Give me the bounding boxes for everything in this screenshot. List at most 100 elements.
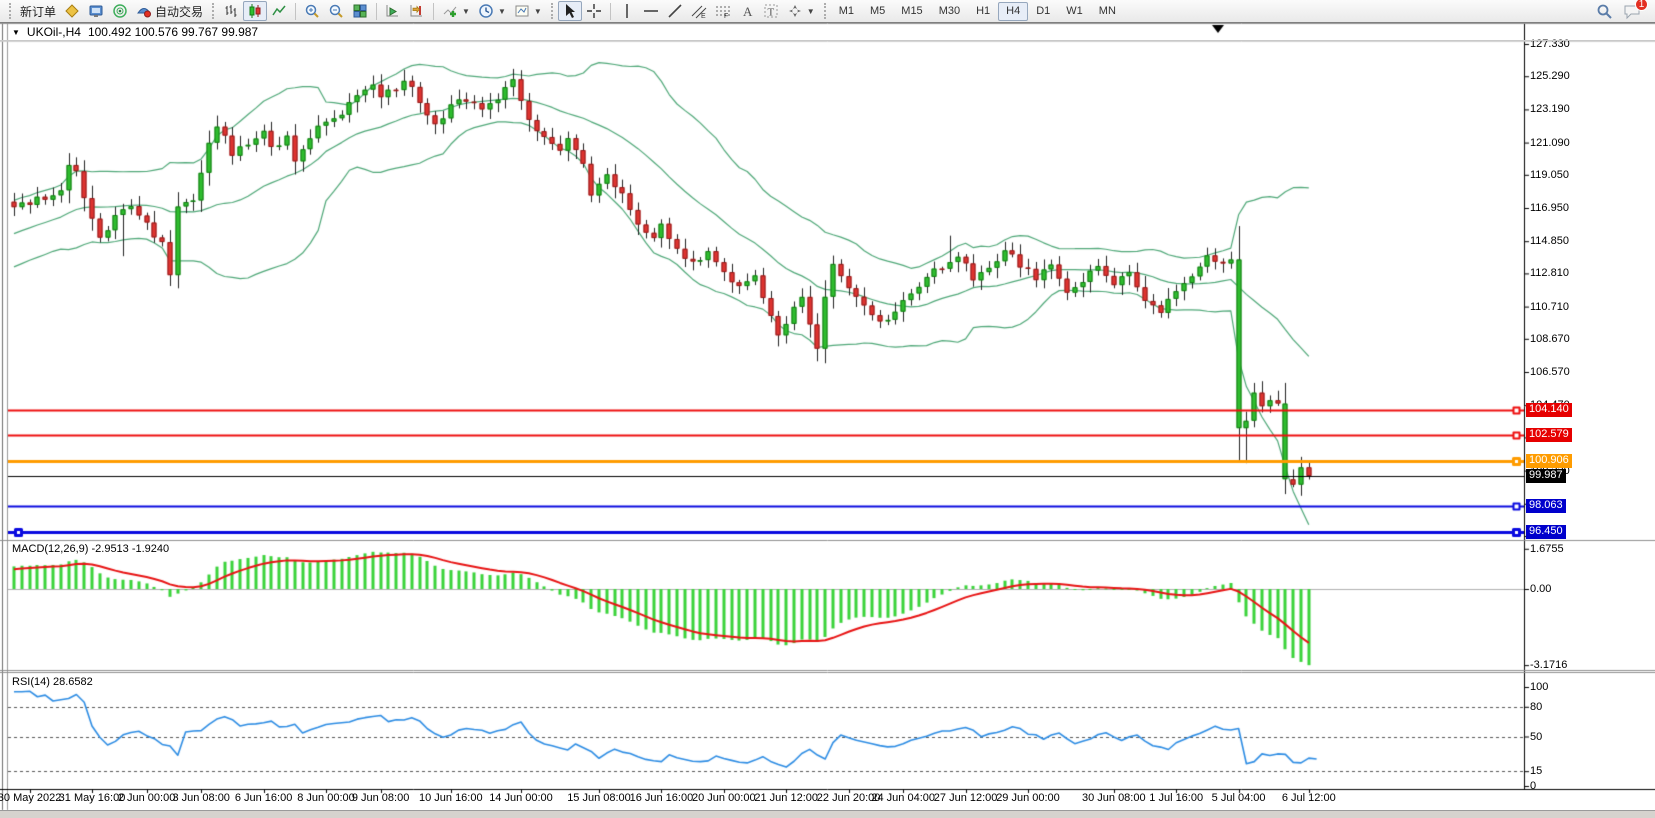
time-axis-label: 15 Jun 08:00 [567, 792, 631, 804]
macd-tick-label: 1.6755 [1530, 542, 1564, 555]
tile-windows-button[interactable] [348, 1, 372, 21]
diamond-icon [64, 3, 80, 19]
time-axis-label: 22 Jun 20:00 [816, 792, 881, 804]
periods-button[interactable]: ▼ [474, 1, 510, 21]
svg-text:T: T [767, 7, 774, 19]
bar-chart-icon [223, 3, 239, 19]
timeframe-button-w1[interactable]: W1 [1066, 5, 1083, 17]
timeframe-button-d1[interactable]: D1 [1036, 5, 1051, 17]
macd-tick-label: 0.00 [1530, 583, 1552, 595]
indicators-button[interactable]: ▼ [438, 1, 474, 21]
time-axis-label: 21 Jun 12:00 [754, 792, 818, 804]
price-tick-label: 121.090 [1530, 136, 1570, 149]
ohlc-readout: 100.492 100.576 99.767 99.987 [87, 25, 259, 39]
zoom-out-button[interactable] [324, 1, 348, 21]
price-tick-label: 106.570 [1530, 366, 1570, 378]
text-button[interactable]: A [735, 1, 759, 21]
time-axis-label: 16 Jun 16:00 [629, 792, 694, 804]
toolbar-grip[interactable] [823, 3, 826, 19]
horizontal-line-button[interactable] [639, 1, 663, 21]
svg-text:E: E [701, 13, 706, 19]
price-line-badge[interactable]: 104.140 [1526, 403, 1572, 418]
timeframe-button-h4[interactable]: H4 [998, 1, 1029, 21]
rsi-tick-label: 100 [1530, 681, 1549, 693]
zoom-in-button[interactable] [300, 1, 324, 21]
toolbar-separator [609, 2, 611, 20]
fibonacci-button[interactable]: F [711, 1, 735, 21]
chevron-down-icon: ▼ [806, 6, 815, 16]
notification-badge: 1 [1635, 0, 1648, 11]
toolbar-right: 1 [1596, 0, 1651, 20]
bar-chart-button[interactable] [219, 1, 243, 21]
signals-button[interactable] [108, 1, 132, 21]
toolbar-grip[interactable] [9, 3, 11, 19]
crosshair-button[interactable] [582, 1, 606, 21]
channel-icon: E [691, 3, 707, 19]
price-line-badge[interactable]: 96.450 [1526, 524, 1566, 539]
text-label-button[interactable]: T [759, 1, 783, 21]
templates-button[interactable]: ▼ [510, 1, 546, 21]
chart-shift-button[interactable] [405, 1, 429, 21]
price-tick-label: 123.190 [1530, 103, 1570, 116]
autotrading-icon [136, 3, 152, 19]
price-line-badge[interactable]: 98.063 [1526, 499, 1566, 514]
time-axis-label: 3 Jun 08:00 [172, 792, 230, 804]
line-chart-button[interactable] [267, 1, 291, 21]
toolbar-grip[interactable] [550, 3, 553, 19]
zoom-out-icon [328, 3, 344, 19]
trendline-button[interactable] [663, 1, 687, 21]
cursor-button[interactable] [557, 1, 582, 21]
timeframe-button-m1[interactable]: M1 [838, 5, 854, 17]
timeframe-button-m30[interactable]: M30 [938, 5, 961, 17]
autotrading-button[interactable]: 自动交易 [132, 1, 207, 21]
chevron-down-icon[interactable]: ▼ [12, 27, 20, 37]
toolbar-separator [433, 2, 435, 20]
zoom-in-icon [304, 3, 320, 19]
toolbar-grip[interactable] [212, 3, 215, 19]
line-chart-icon [271, 3, 287, 19]
horizontal-line-icon [643, 3, 659, 19]
timeframe-button-h1[interactable]: H1 [976, 5, 991, 17]
price-line-badge[interactable]: 100.906 [1526, 454, 1572, 469]
search-icon[interactable] [1596, 3, 1613, 20]
autotrading-label: 自动交易 [155, 4, 204, 19]
toolbar-separator [376, 2, 378, 20]
chevron-down-icon: ▼ [497, 6, 506, 16]
chat-icon[interactable]: 1 [1623, 0, 1648, 20]
new-order-button[interactable]: 新订单 [16, 1, 60, 21]
auto-scroll-button[interactable] [381, 1, 405, 21]
monitor-icon [88, 3, 104, 19]
price-line-badge[interactable]: 102.579 [1526, 428, 1572, 443]
templates-icon [514, 3, 530, 19]
time-axis-label: 10 Jun 16:00 [418, 792, 483, 804]
time-axis-label: 24 Jun 04:00 [871, 792, 935, 804]
vertical-line-button[interactable] [615, 1, 639, 21]
macd-values: -2.9513 -1.9240 [91, 543, 170, 555]
rsi-label: RSI(14) [12, 676, 50, 688]
timeframe-button-mn[interactable]: MN [1098, 5, 1116, 17]
time-axis-label: 6 Jun 16:00 [234, 792, 293, 804]
periods-icon [478, 3, 494, 19]
trendline-icon [667, 3, 683, 19]
candlestick-chart-button[interactable] [243, 1, 268, 21]
time-axis-label: 5 Jul 04:00 [1211, 792, 1266, 804]
timeframe-button-m5[interactable]: M5 [870, 5, 886, 17]
terminal-button[interactable] [84, 1, 108, 21]
time-axis-label: 8 Jun 00:00 [297, 792, 355, 804]
rsi-tick-label: 0 [1530, 780, 1537, 792]
market-button[interactable] [60, 1, 84, 21]
time-axis-label: 9 Jun 08:00 [351, 792, 410, 804]
time-axis-label: 20 Jun 00:00 [691, 792, 756, 804]
cursor-icon [562, 3, 578, 19]
time-axis-label: 6 Jul 12:00 [1281, 792, 1336, 804]
arrows-button[interactable]: ▼ [783, 1, 819, 21]
time-axis-label: 2 Jun 00:00 [117, 792, 176, 804]
tile-windows-icon [352, 3, 368, 19]
channel-button[interactable]: E [687, 1, 711, 21]
price-tick-label: 125.290 [1530, 70, 1570, 83]
timeframe-button-m15[interactable]: M15 [901, 5, 923, 17]
signal-icon [112, 3, 128, 19]
time-axis-label: 1 Jul 16:00 [1149, 792, 1204, 804]
